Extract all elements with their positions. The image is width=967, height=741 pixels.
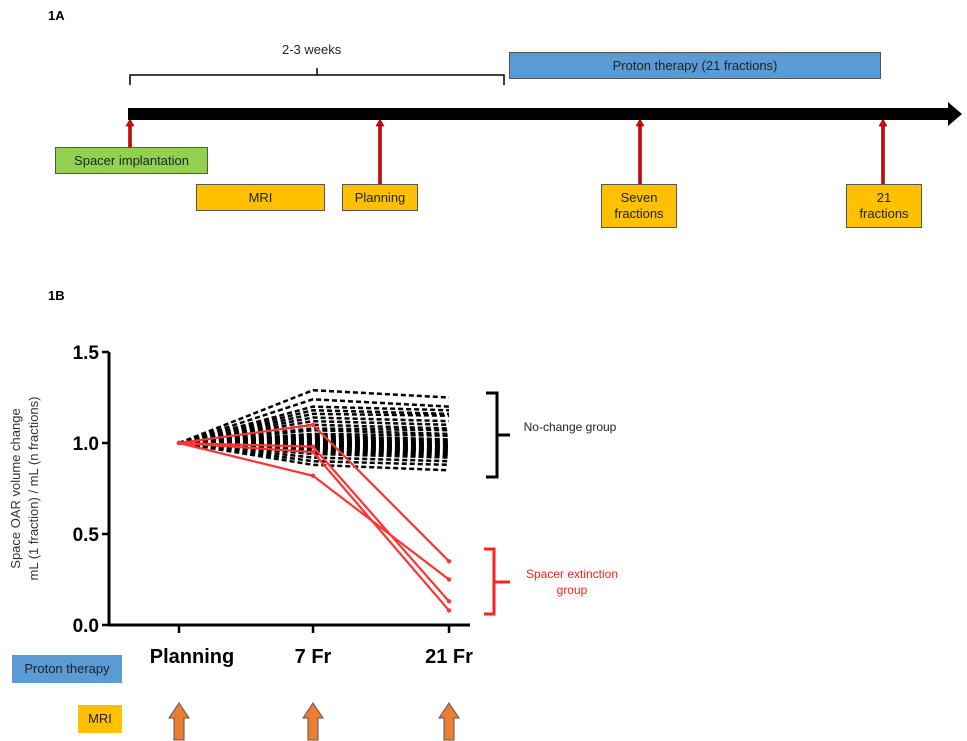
extinction-point <box>176 440 182 446</box>
y-tick-label: 0.5 <box>73 525 100 546</box>
no-change-group-label: No-change group <box>523 420 617 434</box>
y-axis-label-line2: mL (1 fraction) / mL (n fractions) <box>26 397 41 581</box>
no-change-series-line <box>178 388 450 445</box>
event-spacer-implantation: Spacer implantation <box>55 147 208 174</box>
proton-therapy-bar: Proton therapy (21 fractions) <box>509 52 881 79</box>
extinction-series-line <box>178 441 450 612</box>
no-change-series-line <box>178 416 450 445</box>
x-tick-label: Planning <box>150 646 234 668</box>
no-change-series-line <box>178 398 450 445</box>
event-mri: MRI <box>196 184 325 211</box>
y-axis-label-line1: Space OAR volume change <box>8 408 23 568</box>
no-change-series-line <box>178 441 450 472</box>
y-tick-label: 1.0 <box>73 434 99 455</box>
panel-a-label: 1A <box>48 8 65 23</box>
interval-bracket <box>129 68 505 85</box>
no-change-series-line <box>178 405 450 445</box>
timeline-arrow <box>128 102 962 126</box>
no-change-series-line <box>178 408 450 445</box>
extinction-point <box>446 599 452 604</box>
extinction-point <box>446 577 452 582</box>
extinction-point <box>310 449 316 455</box>
legend-mri: MRI <box>78 705 122 733</box>
x-tick-label: 21 Fr <box>425 646 473 668</box>
mri-arrow-icon <box>438 702 460 741</box>
no-change-series-line <box>178 412 450 445</box>
no-change-series-line <box>178 441 450 467</box>
no-change-bracket <box>486 391 510 479</box>
event-planning: Planning <box>342 184 418 211</box>
extinction-series-line <box>178 441 450 581</box>
extinction-point <box>446 559 452 564</box>
x-tick-label: 7 Fr <box>295 646 332 668</box>
mri-arrow-icon <box>302 702 324 741</box>
event-21-fractions: 21 fractions <box>846 184 922 228</box>
interval-label: 2-3 weeks <box>282 42 342 57</box>
extinction-group-label: Spacer extinction group <box>525 567 619 597</box>
no-change-series-line <box>178 423 450 445</box>
event-seven-fractions: Seven fractions <box>601 184 677 228</box>
extinction-point <box>446 608 452 613</box>
extinction-point <box>310 444 316 449</box>
timeline-graphics <box>125 68 962 185</box>
extinction-point <box>310 473 316 478</box>
y-tick-label: 0.0 <box>73 616 99 637</box>
no-change-series-line <box>178 419 450 445</box>
red-arrows <box>125 118 888 185</box>
y-tick-label: 1.5 <box>73 343 100 364</box>
volume-change-chart: 0.0 0.5 1.0 1.5 Planning 7 Fr 21 Fr Space OAR v… <box>8 343 510 741</box>
mri-arrow-icon <box>168 702 190 741</box>
extinction-point <box>310 422 316 427</box>
legend-proton-therapy: Proton therapy <box>12 655 122 683</box>
extinction-bracket <box>484 547 510 616</box>
panel-b-label: 1B <box>48 288 65 303</box>
